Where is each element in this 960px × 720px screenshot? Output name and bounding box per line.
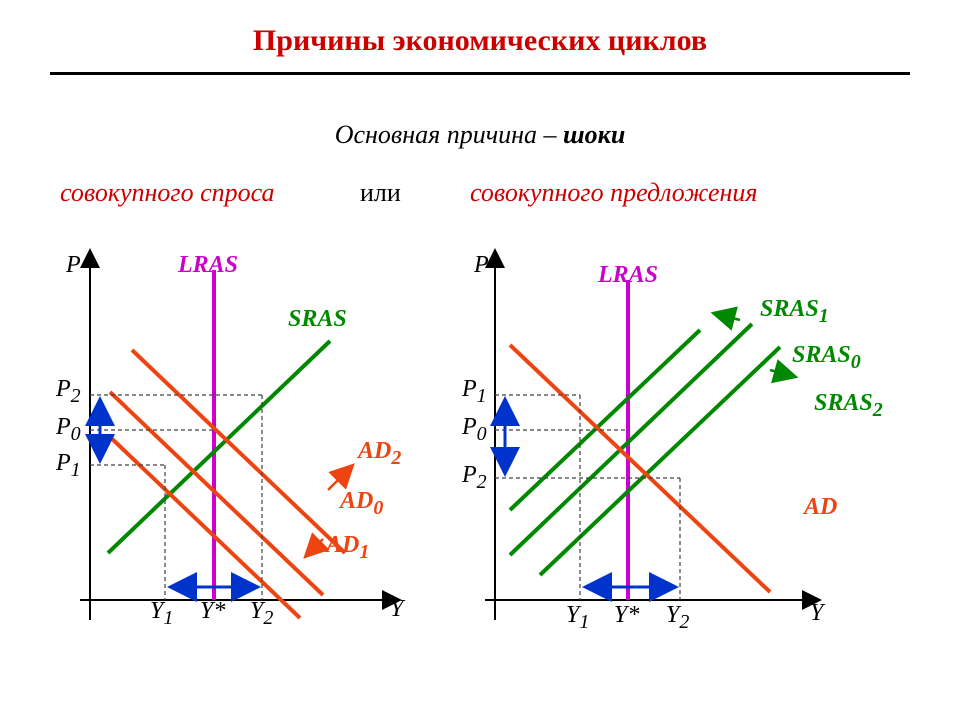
right-ad-label: AD	[804, 494, 837, 521]
right-p1-label: P1	[462, 376, 487, 408]
right-sras1-label: SRAS1	[760, 296, 829, 328]
right-p0-label: P0	[462, 414, 487, 446]
right-p-label: P	[474, 252, 489, 279]
right-y2-label: Y2	[666, 602, 689, 634]
right-sras0-line	[510, 324, 752, 555]
right-ad-line	[510, 345, 770, 592]
right-y-label: Y	[810, 600, 823, 627]
right-sras0-label: SRAS0	[792, 342, 861, 374]
right-sras-shift-left	[713, 313, 740, 320]
right-sras1-line	[510, 330, 700, 510]
right-sras2-label: SRAS2	[814, 390, 883, 422]
right-ystar-label: Y*	[614, 602, 639, 629]
right-sras2-line	[540, 347, 780, 575]
right-p2-label: P2	[462, 462, 487, 494]
right-lras-label: LRAS	[598, 262, 658, 289]
right-y1-label: Y1	[566, 602, 589, 634]
